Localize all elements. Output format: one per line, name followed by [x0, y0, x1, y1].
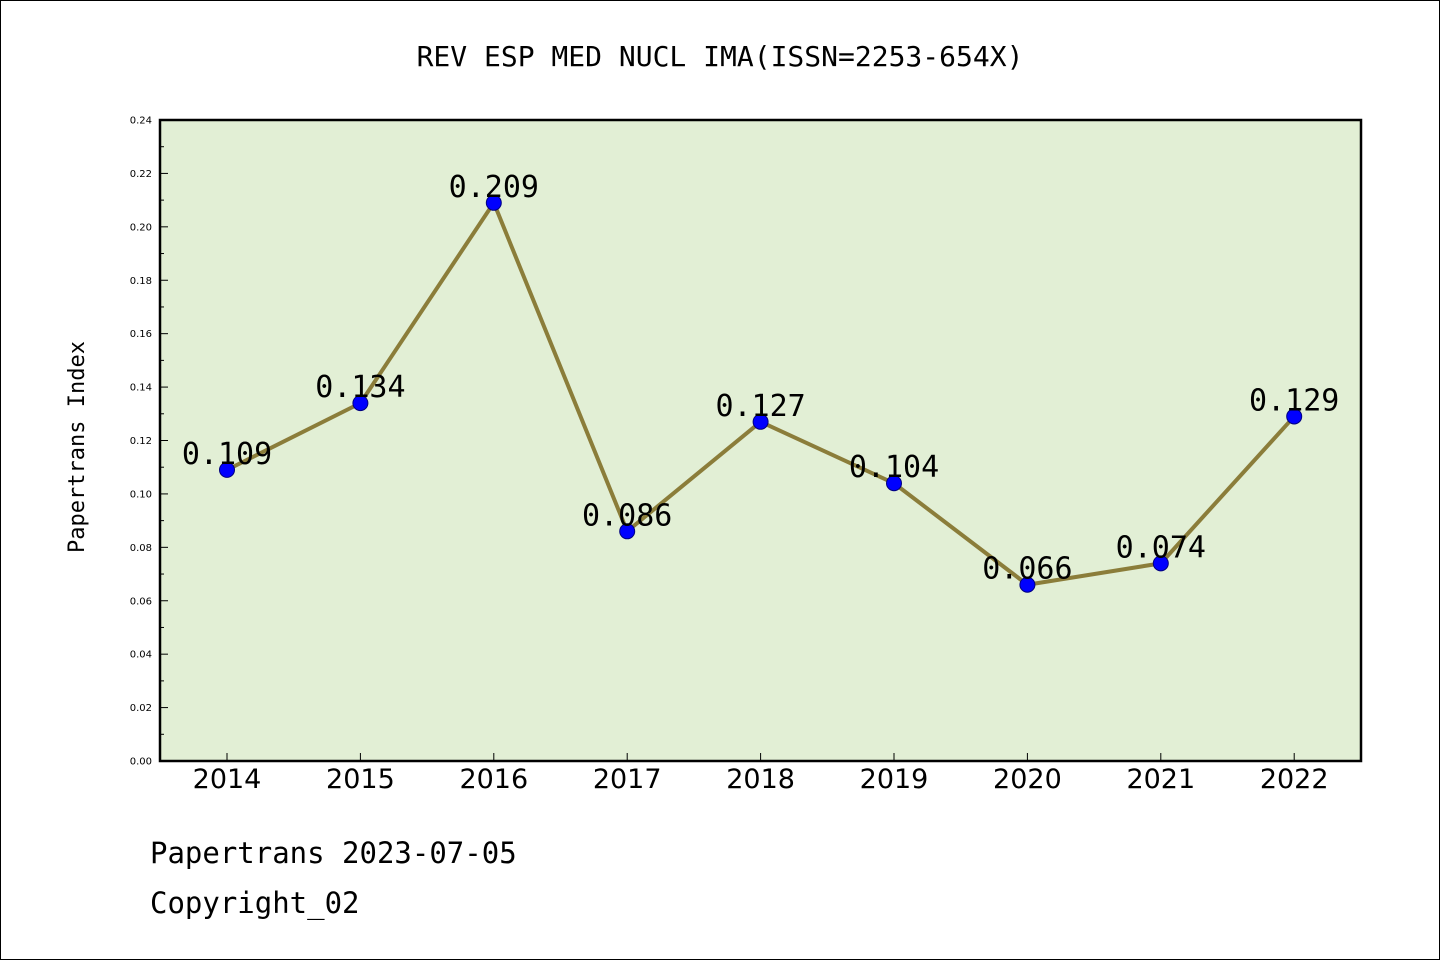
y-tick-label: 0.08	[130, 543, 152, 554]
plot-area	[160, 120, 1361, 761]
y-tick-label: 0.20	[130, 222, 152, 233]
y-tick-label: 0.22	[130, 169, 152, 180]
x-tick-label: 2015	[326, 764, 395, 795]
y-axis: 0.00 0.02 0.04 0.06 0.08 0.10 0.12 0.14 0.16 0.18…	[130, 116, 168, 768]
data-label: 0.209	[449, 170, 539, 205]
y-tick-label: 0.06	[130, 596, 152, 607]
data-point	[752, 413, 769, 430]
y-tick-label: 0.02	[130, 703, 152, 714]
y-tick-label: 0.18	[130, 276, 152, 287]
x-tick-label: 2018	[726, 764, 795, 795]
data-label: 0.086	[582, 498, 672, 533]
data-label: 0.127	[715, 389, 805, 424]
y-tick-label: 0.00	[130, 757, 152, 768]
x-tick-label: 2017	[593, 764, 662, 795]
data-label: 0.074	[1116, 530, 1206, 565]
data-point	[1286, 408, 1303, 425]
y-tick-label: 0.16	[130, 329, 152, 340]
data-point	[886, 475, 902, 492]
y-tick-label: 0.12	[130, 436, 152, 447]
y-tick-label: 0.04	[130, 650, 152, 661]
x-tick-label: 2016	[459, 764, 528, 795]
data-point	[619, 523, 636, 540]
footer-date: Papertrans 2023-07-05	[150, 836, 517, 870]
data-point	[219, 461, 235, 478]
y-axis-label: Papertrans Index	[65, 341, 90, 553]
data-point	[1019, 576, 1036, 593]
data-label: 0.109	[182, 437, 272, 472]
y-tick-label: 0.24	[130, 116, 152, 127]
footer-copyright: Copyright_02	[150, 886, 360, 920]
data-label: 0.129	[1249, 383, 1339, 418]
x-axis: 2014 2015 2016 2017 2018 2019 2020 2021 2022	[193, 753, 1329, 795]
data-label: 0.104	[849, 450, 939, 485]
data-label: 0.066	[982, 552, 1072, 587]
x-tick-label: 2021	[1126, 764, 1195, 795]
data-point	[1152, 555, 1169, 572]
y-tick-label: 0.10	[130, 489, 152, 500]
x-tick-label: 2014	[193, 764, 262, 795]
data-label: 0.134	[315, 370, 405, 405]
data-point	[485, 194, 502, 211]
x-tick-label: 2019	[860, 764, 929, 795]
y-tick-label: 0.14	[130, 383, 152, 394]
chart-title: REV ESP MED NUCL IMA(ISSN=2253-654X)	[417, 40, 1024, 73]
series-layer: 0.109 0.134 0.209 0.086 0.127 0.104 0.066 0.074…	[182, 170, 1339, 593]
data-point	[352, 395, 369, 412]
x-tick-label: 2020	[993, 764, 1062, 795]
plot-border	[158, 118, 1363, 763]
x-tick-label: 2022	[1260, 764, 1329, 795]
